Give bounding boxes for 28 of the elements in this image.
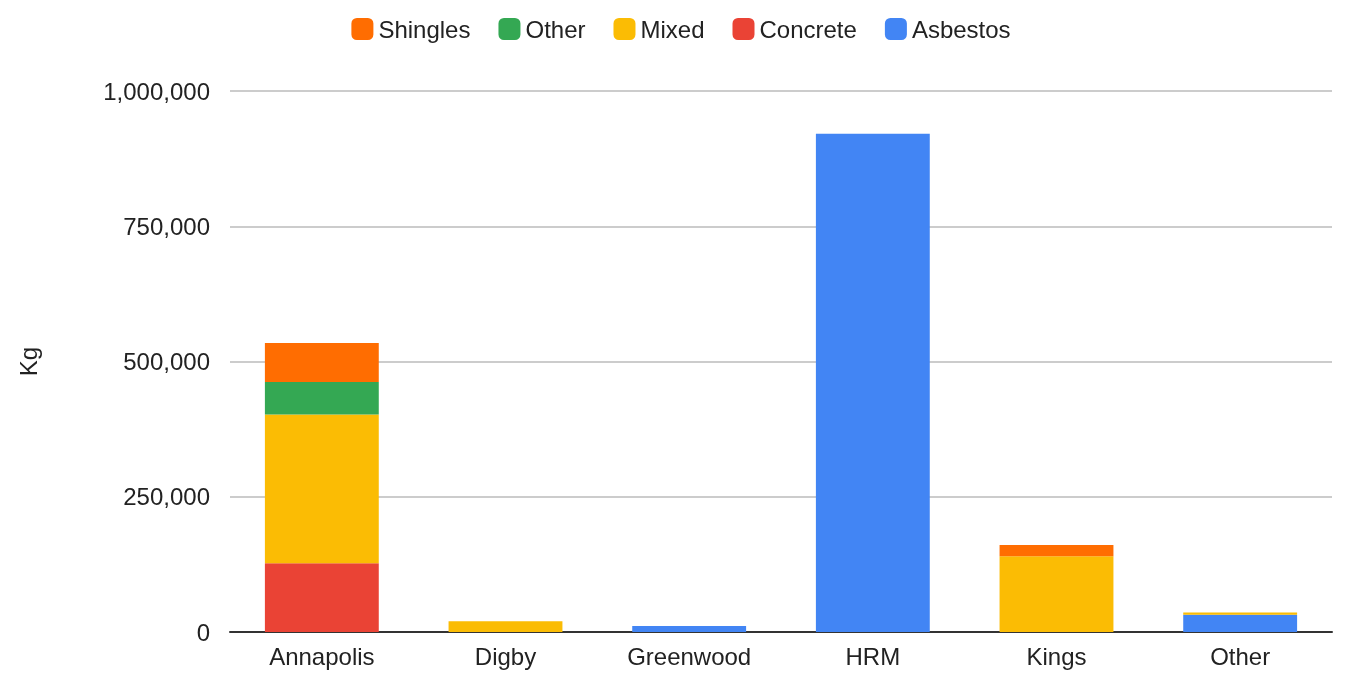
- legend-label: Shingles: [378, 15, 471, 43]
- legend-label: Other: [525, 15, 586, 43]
- x-tick-label: Greenwood: [627, 642, 752, 670]
- y-tick-label: 750,000: [123, 212, 210, 240]
- x-tick-label: Other: [1210, 642, 1271, 670]
- x-tick-label: Kings: [1026, 642, 1087, 670]
- x-tick-label: Digby: [474, 642, 537, 670]
- bar: [632, 626, 747, 632]
- y-axis-title: Kg: [14, 346, 42, 377]
- bar: [448, 621, 563, 632]
- legend-label: Asbestos: [911, 15, 1011, 43]
- legend-label: Concrete: [759, 15, 857, 43]
- y-tick-label: 0: [196, 618, 210, 646]
- bar: [1183, 612, 1298, 615]
- y-tick-label: 1,000,000: [103, 77, 210, 105]
- legend-label: Mixed: [640, 15, 705, 43]
- bar: [999, 544, 1114, 557]
- x-tick-label: HRM: [845, 642, 901, 670]
- x-tick-label: Annapolis: [269, 642, 375, 670]
- bar: [999, 556, 1114, 632]
- bar: [1183, 614, 1298, 632]
- y-tick-label: 250,000: [123, 483, 210, 511]
- bar: [264, 414, 379, 564]
- bar: [264, 563, 379, 632]
- y-tick-label: 500,000: [123, 348, 210, 375]
- bar: [264, 343, 379, 383]
- bar: [264, 382, 379, 415]
- bar: [815, 133, 930, 632]
